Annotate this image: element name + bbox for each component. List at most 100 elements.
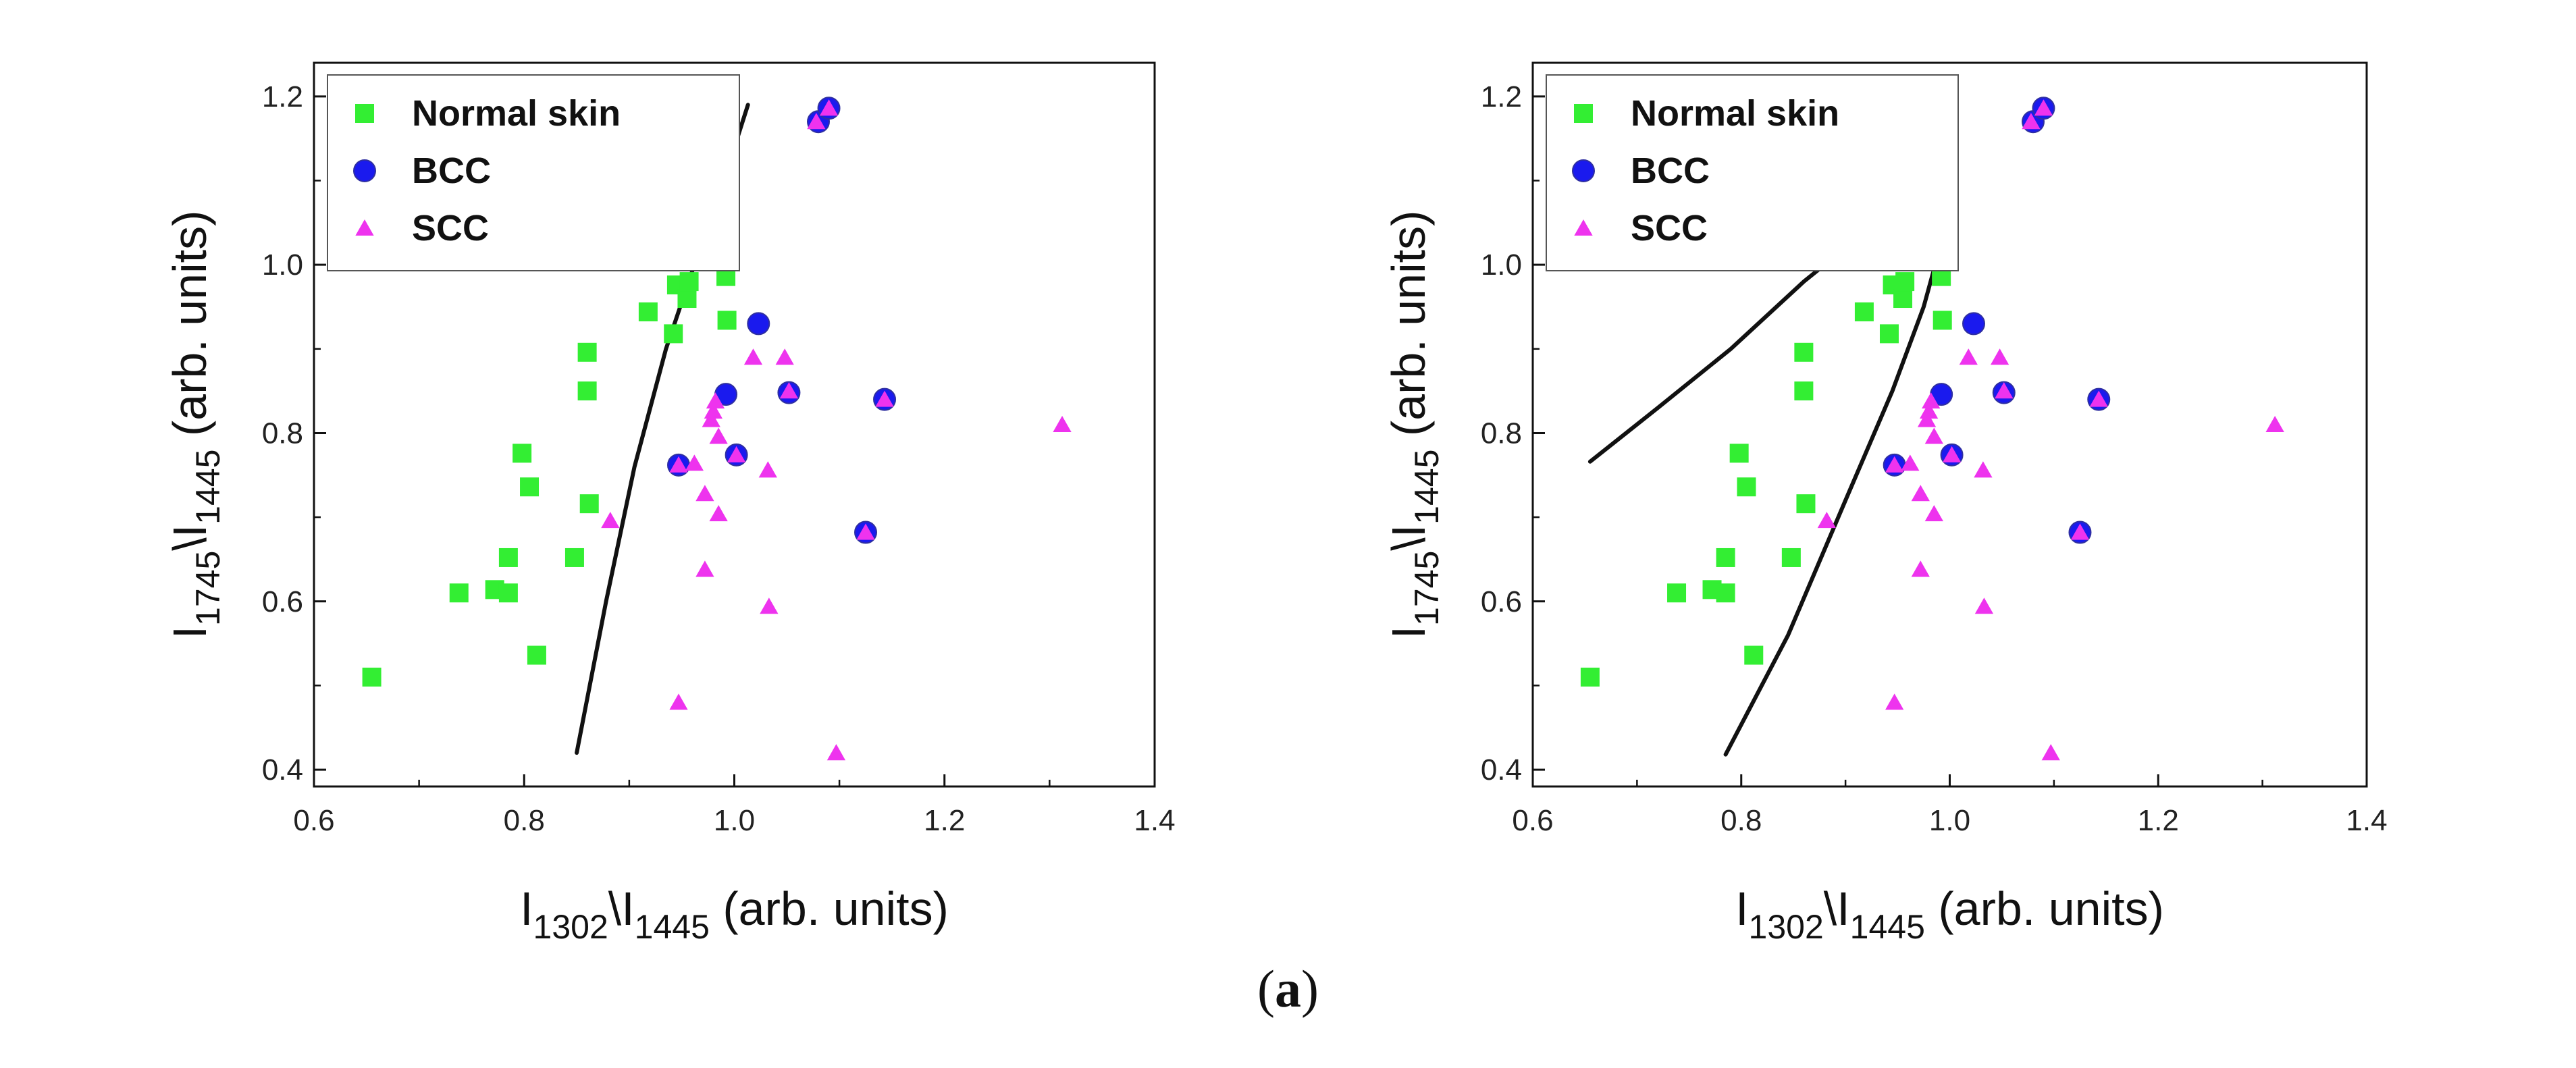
data-point [527,645,546,665]
data-point [1737,477,1756,497]
data-point [695,560,714,577]
y-tick-label: 0.8 [262,417,303,450]
data-point [779,382,799,399]
x-tick-label: 1.2 [924,804,965,837]
data-point [760,597,779,614]
series-normal-skin [1580,267,1952,687]
legend-label: BCC [412,151,491,191]
data-point [677,289,697,309]
legend-box [327,74,740,271]
data-point [1924,427,1943,444]
data-point [1879,324,1899,344]
data-point [1919,402,1939,419]
legend-box [1546,74,1959,271]
data-point [1744,645,1764,665]
data-point [362,667,382,687]
data-point [1911,485,1930,502]
data-point [1667,583,1687,603]
data-point [1729,444,1749,463]
data-point [1053,416,1072,433]
data-point [819,99,839,116]
scatter-plot-right: 0.6 0.8 1.0 1.2 1.4 0.4 0.6 0.8 1.0 1.2 I1302\I144… [1382,61,2388,946]
data-point [685,454,704,471]
series-scc [601,99,1072,761]
legend-marker [353,159,376,182]
data-point [1959,348,1978,365]
x-tick-label: 1.2 [2138,804,2179,837]
data-point [577,342,597,362]
data-point [601,512,620,529]
legend-label: BCC [1631,151,1710,191]
data-point [743,348,763,365]
x-tick-label: 0.8 [504,804,545,837]
data-point [564,548,584,567]
legend-label: Normal skin [412,93,621,134]
data-point [669,693,688,710]
data-point [577,381,597,401]
data-point [1901,454,1920,471]
legend-label: Normal skin [1631,93,1839,134]
x-axis-label: I1302\I1445 (arb. units) [1735,882,2164,946]
data-point [826,744,846,761]
x-tick-label: 1.4 [2346,804,2387,837]
data-point [695,485,714,502]
data-point [709,427,728,444]
data-point [498,548,518,567]
data-point [1911,560,1930,577]
legend-marker [355,104,374,123]
legend-label: SCC [412,208,489,248]
data-point [758,461,777,478]
data-point [512,444,532,463]
y-tick-label: 0.6 [262,585,303,618]
y-tick-label: 1.2 [1481,80,1522,113]
data-point [1995,382,2014,399]
data-point [1781,548,1801,567]
data-point [706,392,725,409]
data-point [679,272,699,292]
data-point [638,302,658,321]
data-point [1580,667,1600,687]
data-point [709,505,728,522]
data-point [2022,113,2041,130]
x-tick-label: 1.4 [1134,804,1175,837]
x-tick-label: 1.0 [1929,804,1970,837]
series-normal-skin [362,267,737,687]
data-point [1895,272,1915,292]
data-point [747,312,770,336]
data-point [856,523,875,540]
data-point [1962,312,1986,336]
data-point [2034,99,2053,116]
data-point [1922,392,1941,409]
data-point [2265,416,2284,433]
data-point [775,348,794,365]
data-point [1854,302,1874,321]
data-point [702,410,720,427]
data-point [2041,744,2060,761]
y-axis-label: I1745\I1445 (arb. units) [1382,211,1446,639]
x-tick-label: 0.8 [1720,804,1762,837]
x-tick-label: 0.6 [1512,804,1553,837]
data-point [704,402,723,419]
data-point [449,583,469,603]
legend-marker [355,219,374,236]
legend-marker [1574,219,1593,236]
data-point [717,311,737,330]
x-tick-label: 0.6 [293,804,334,837]
x-axis-label: I1302\I1445 (arb. units) [520,882,949,946]
data-point [1974,461,1993,478]
data-point [1716,548,1735,567]
data-point [664,324,683,344]
y-axis-label: I1745\I1445 (arb. units) [163,211,227,639]
data-point [1817,512,1836,529]
y-tick-label: 0.4 [262,753,303,786]
data-point [1933,311,1952,330]
y-tick-label: 1.0 [262,248,303,282]
data-point [1924,505,1943,522]
data-point [1796,494,1816,514]
x-tick-label: 1.0 [714,804,755,837]
data-point [2070,523,2090,540]
data-point [1990,348,2009,365]
data-point [2089,390,2108,407]
legend-label: SCC [1631,208,1708,248]
y-tick-label: 0.4 [1481,753,1522,786]
